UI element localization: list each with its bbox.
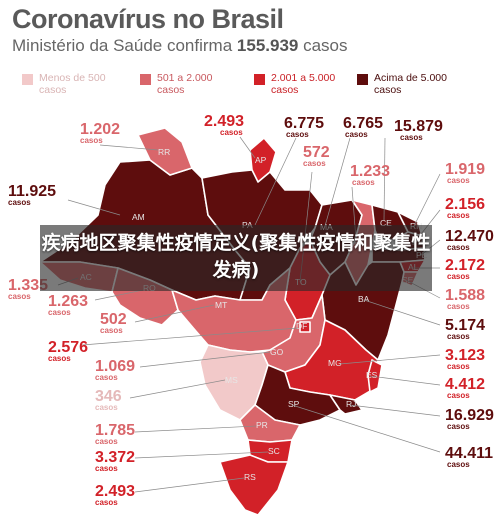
legend-label: Acima de 5.000 casos — [374, 72, 447, 96]
casos-mg: casos — [447, 362, 470, 371]
casos-ms: casos — [95, 403, 118, 412]
abbr-es: ES — [366, 370, 378, 380]
state-df[interactable] — [299, 321, 311, 333]
subtitle-count: 155.939 — [236, 36, 299, 55]
abbr-sc: SC — [268, 446, 280, 456]
abbr-ap: AP — [255, 155, 267, 165]
state-rr[interactable] — [137, 127, 193, 176]
cases-pe: 12.470 — [445, 228, 494, 245]
abbr-go: GO — [270, 347, 284, 357]
abbr-mt: MT — [215, 300, 227, 310]
cases-mt: 502 — [100, 311, 127, 328]
cases-pa: 6.775 — [284, 115, 324, 132]
cases-sc: 3.372 — [95, 449, 135, 466]
abbr-rs: RS — [244, 472, 256, 482]
cases-sp: 44.411 — [445, 445, 493, 462]
casos-rn: casos — [447, 176, 470, 185]
abbr-sp: SP — [288, 399, 300, 409]
overlay-caption: 疾病地区聚集性疫情定义(聚集性疫情和聚集性发病) — [41, 232, 431, 281]
abbr-ba: BA — [358, 294, 370, 304]
abbr-rr: RR — [158, 147, 170, 157]
casos-to: casos — [303, 159, 326, 168]
legend: Menos de 500 casos 501 a 2.000 casos 2.0… — [22, 72, 492, 106]
abbr-pr: PR — [256, 420, 268, 430]
cases-mg: 3.123 — [445, 347, 485, 364]
cases-rr: 1.202 — [80, 121, 120, 138]
cases-pr: 1.785 — [95, 422, 135, 439]
casos-es: casos — [447, 391, 470, 400]
abbr-rj: RJ — [346, 399, 356, 409]
cases-al: 2.172 — [445, 257, 485, 274]
cases-pb: 2.156 — [445, 196, 485, 213]
casos-ba: casos — [447, 332, 470, 341]
cases-go: 1.069 — [95, 358, 135, 375]
abbr-ce: CE — [380, 218, 392, 228]
casos-ce: casos — [400, 133, 423, 142]
casos-am: casos — [8, 198, 31, 207]
subtitle-prefix: Ministério da Saúde confirma — [12, 36, 233, 55]
abbr-ms: MS — [225, 375, 238, 385]
abbr-df: DF — [296, 321, 307, 331]
abbr-mg: MG — [328, 358, 342, 368]
cases-ro: 1.263 — [48, 293, 88, 310]
legend-label: 501 a 2.000 casos — [157, 72, 213, 96]
casos-pb: casos — [447, 211, 470, 220]
cases-es: 4.412 — [445, 376, 485, 393]
cases-rn: 1.919 — [445, 161, 485, 178]
case-labels: 1.202 casos 2.493 casos 11.925 casos 6.7… — [8, 113, 494, 507]
caption-overlay: 疾病地区聚集性疫情定义(聚集性疫情和聚集性发病) — [40, 225, 432, 291]
casos-pa: casos — [286, 130, 309, 139]
casos-sc: casos — [95, 464, 118, 473]
legend-swatch — [357, 74, 368, 85]
casos-ap: casos — [220, 128, 243, 137]
state-es[interactable] — [367, 359, 383, 393]
map-subtitle: Ministério da Saúde confirma 155.939 cas… — [12, 36, 348, 56]
state-rj[interactable] — [329, 394, 363, 415]
cases-pi: 1.233 — [350, 163, 390, 180]
casos-al: casos — [447, 272, 470, 281]
casos-ro: casos — [48, 308, 71, 317]
casos-df: casos — [48, 354, 71, 363]
subtitle-suffix: casos — [303, 36, 348, 55]
cases-rj: 16.929 — [445, 407, 494, 424]
casos-rs: casos — [95, 498, 118, 507]
legend-label: 2.001 a 5.000 casos — [271, 72, 336, 96]
map-title: Coronavírus no Brasil — [12, 4, 284, 34]
casos-sp: casos — [447, 460, 470, 469]
legend-label: Menos de 500 casos — [39, 72, 106, 96]
legend-swatch — [254, 74, 265, 85]
casos-rr: casos — [80, 136, 103, 145]
casos-se: casos — [447, 302, 470, 311]
cases-df: 2.576 — [48, 339, 88, 356]
casos-mt: casos — [100, 326, 123, 335]
cases-ac: 1.335 — [8, 277, 48, 294]
state-rs[interactable] — [219, 454, 289, 516]
abbr-am: AM — [132, 212, 145, 222]
cases-se: 1.588 — [445, 287, 485, 304]
casos-rj: casos — [447, 422, 470, 431]
leader-lines — [57, 136, 441, 493]
cases-ce: 15.879 — [394, 118, 443, 135]
casos-ac: casos — [8, 292, 31, 301]
cases-rs: 2.493 — [95, 483, 135, 500]
casos-pi: casos — [352, 178, 375, 187]
casos-pr: casos — [95, 437, 118, 446]
cases-to: 572 — [303, 144, 330, 161]
cases-ms: 346 — [95, 388, 122, 405]
casos-ma: casos — [345, 130, 368, 139]
legend-swatch — [140, 74, 151, 85]
casos-go: casos — [95, 373, 118, 382]
cases-ap: 2.493 — [204, 113, 244, 130]
cases-ma: 6.765 — [343, 115, 383, 132]
legend-swatch — [22, 74, 33, 85]
cases-am: 11.925 — [8, 183, 56, 200]
casos-pe: casos — [447, 243, 470, 252]
cases-ba: 5.174 — [445, 317, 485, 334]
